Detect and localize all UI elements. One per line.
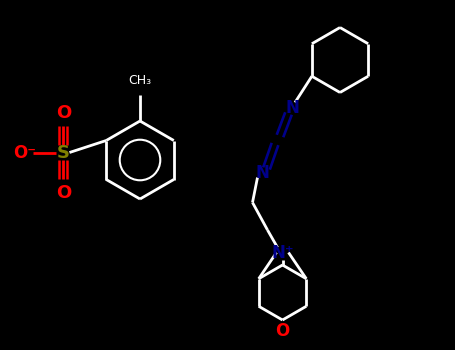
Text: O⁻: O⁻: [14, 144, 36, 161]
Text: CH₃: CH₃: [128, 75, 152, 88]
Text: S: S: [57, 144, 70, 161]
Text: O: O: [275, 322, 290, 340]
Text: N: N: [256, 163, 269, 182]
Text: O: O: [56, 104, 71, 121]
Text: O: O: [56, 183, 71, 202]
Text: N: N: [286, 98, 299, 117]
Text: N⁺: N⁺: [271, 244, 294, 261]
